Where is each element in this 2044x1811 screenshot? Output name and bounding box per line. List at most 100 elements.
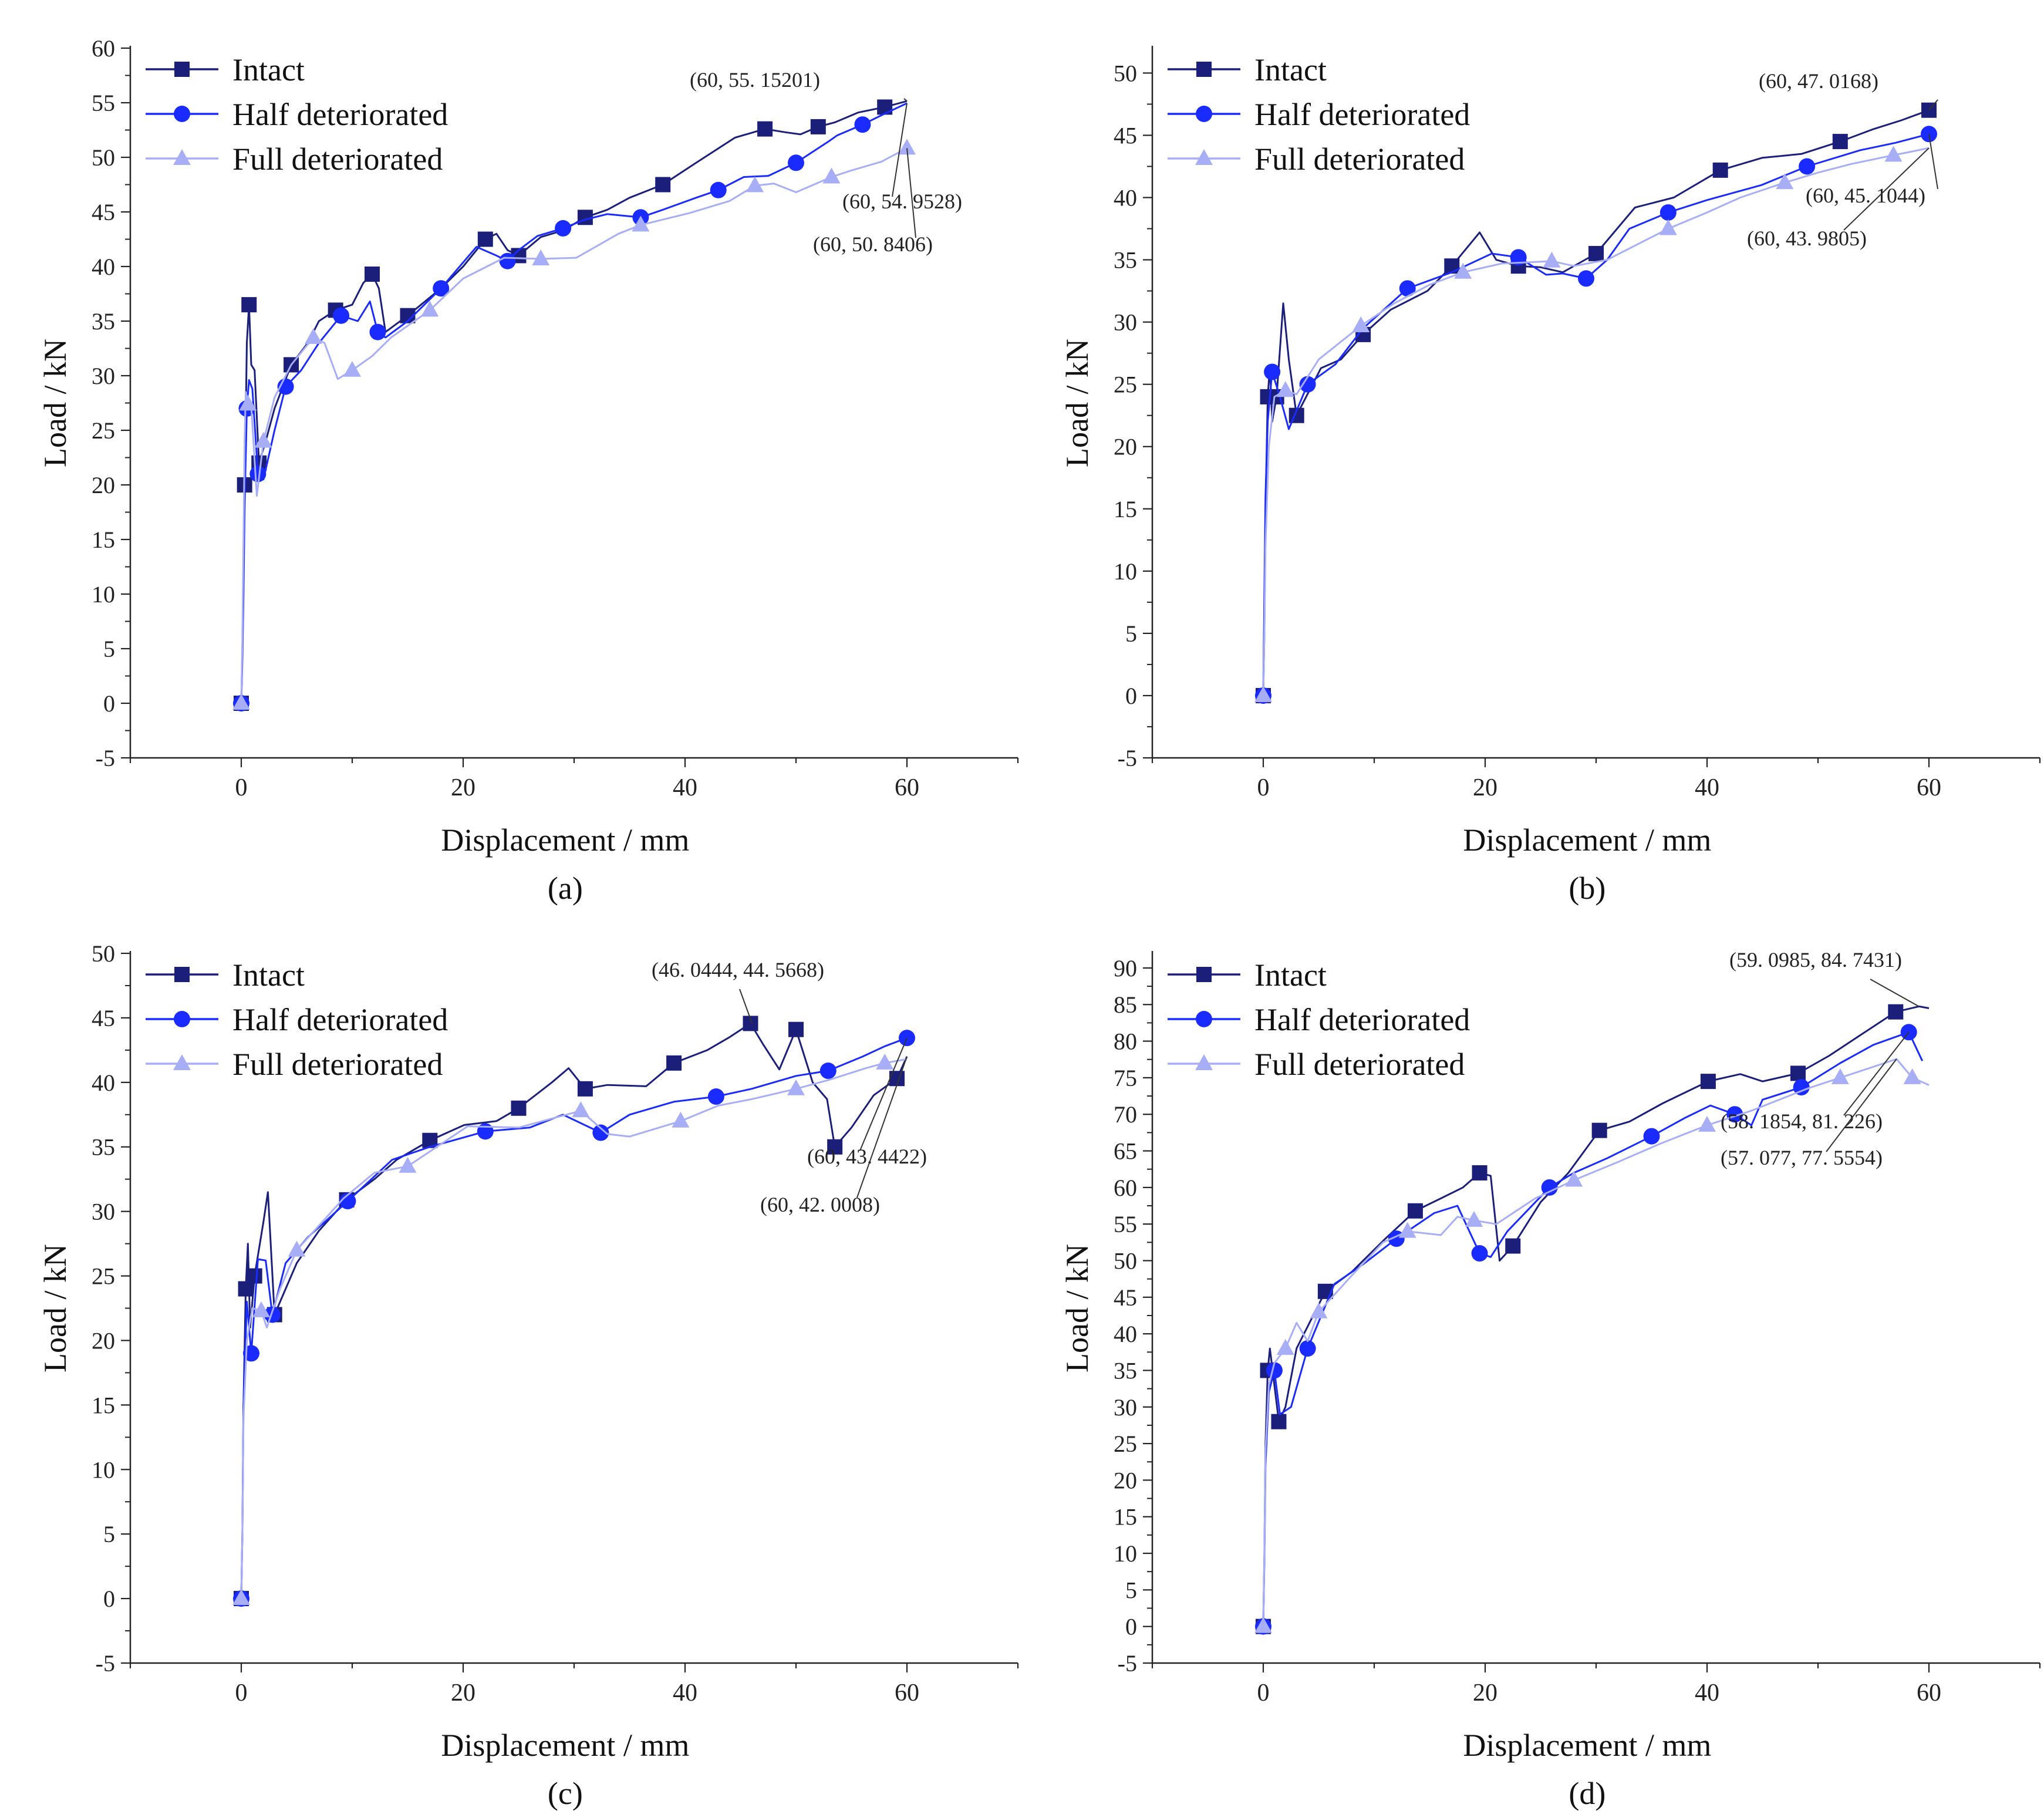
series-line [1262, 133, 1930, 696]
annotation-leader [903, 98, 908, 102]
data-point-marker [1310, 1302, 1328, 1318]
data-point-marker [1712, 162, 1728, 178]
series-intact [234, 99, 908, 711]
chart-svg: -5 0 5 10 15 20 25 30 35 40 45 50 55 60 0 20 40 60 Displac… [38, 35, 1019, 906]
data-point-marker [1299, 376, 1316, 393]
data-point-marker [1254, 1617, 1272, 1633]
series-line [240, 1037, 908, 1599]
y-tick-label: 25 [92, 1263, 115, 1290]
data-point-marker [746, 176, 764, 193]
data-point-marker [1698, 1115, 1716, 1132]
y-axis-title: Load / kN [38, 1244, 73, 1372]
panel-caption: (d) [1569, 1776, 1605, 1811]
annotation-label: (60, 54. 9528) [842, 190, 962, 213]
axes: -5 0 5 10 15 20 25 30 35 40 45 50 0 20 40 60 Displacemen… [38, 940, 1019, 1763]
data-point-marker [254, 431, 272, 448]
y-axis-title: Load / kN [38, 339, 73, 467]
series-half-deteriorated [233, 1030, 915, 1607]
y-tick-label: 45 [1114, 1284, 1137, 1311]
legend-marker [1196, 1011, 1212, 1027]
legend-label: Full deteriorated [1254, 141, 1465, 177]
legend-item: Full deteriorated [1168, 1047, 1465, 1082]
data-point-marker [672, 1111, 690, 1128]
legend-item: Half deteriorated [146, 97, 448, 132]
data-point-marker [249, 466, 267, 483]
legend-label: Half deteriorated [1254, 97, 1470, 132]
annotation-leader [739, 989, 753, 1024]
x-axis-title: Displacement / mm [1463, 1728, 1711, 1763]
data-point-marker [288, 1240, 306, 1257]
legend-label: Intact [1254, 52, 1327, 87]
y-tick-label: 50 [1114, 60, 1137, 86]
data-point-marker [1352, 316, 1370, 332]
y-tick-label: 30 [92, 1199, 115, 1225]
y-tick-label: 10 [92, 1456, 115, 1483]
data-point-marker [788, 154, 804, 171]
y-tick-label: 55 [92, 90, 115, 116]
y-tick-label: 45 [1114, 122, 1137, 149]
data-point-marker [655, 177, 671, 193]
data-point-marker [1472, 1165, 1488, 1181]
legend-item: Full deteriorated [146, 1047, 443, 1082]
legend-marker [1196, 967, 1212, 982]
annotation-leader [859, 1037, 908, 1151]
data-point-marker [1903, 1068, 1921, 1084]
x-tick-label: 20 [451, 1680, 475, 1707]
y-tick-label: 5 [103, 1521, 115, 1547]
x-tick-label: 0 [1257, 774, 1270, 801]
data-point-marker [710, 181, 727, 198]
data-point-marker [707, 1088, 724, 1105]
data-point-marker [787, 1079, 805, 1095]
legend-marker [1195, 1054, 1213, 1070]
data-point-marker [1510, 249, 1527, 266]
annotation-label: (60, 47. 0168) [1759, 69, 1878, 93]
y-tick-label: -5 [96, 1650, 115, 1677]
series-full-deteriorated [232, 1053, 908, 1606]
x-axis-title: Displacement / mm [441, 822, 689, 858]
legend: Intact Half deteriorated Full deteriorated [1168, 52, 1470, 177]
series-line [240, 1058, 908, 1599]
y-tick-label: 25 [1114, 1431, 1137, 1457]
y-tick-label: 30 [1114, 309, 1137, 336]
y-tick-label: -5 [1118, 1650, 1137, 1677]
y-tick-label: 5 [103, 636, 115, 662]
y-tick-label: 45 [92, 199, 115, 225]
annotation-label: (60, 43. 4422) [807, 1145, 927, 1168]
data-point-marker [877, 99, 893, 115]
data-point-marker [304, 328, 322, 344]
data-point-marker [1465, 1210, 1483, 1227]
series-line [240, 102, 908, 704]
data-point-marker [1444, 258, 1460, 274]
y-tick-label: 70 [1114, 1101, 1137, 1128]
series-group [1254, 1004, 1930, 1635]
y-tick-label: 30 [92, 363, 115, 389]
x-tick-label: 60 [1917, 1680, 1941, 1707]
data-point-marker [1454, 262, 1472, 279]
y-tick-label: 15 [92, 1392, 115, 1418]
annotation-leader [1826, 1058, 1897, 1152]
y-tick-label: 35 [1114, 1357, 1137, 1384]
x-axis-title: Displacement / mm [1463, 822, 1711, 858]
series-group [1254, 102, 1937, 704]
data-point-marker [592, 1124, 609, 1141]
data-point-marker [1643, 1128, 1660, 1145]
x-tick-label: 60 [895, 774, 919, 801]
annotation-label: (60, 55. 15201) [690, 68, 820, 92]
data-point-marker [827, 1139, 843, 1155]
annotation-label: (57. 077, 77. 5554) [1721, 1146, 1883, 1169]
y-tick-label: 60 [92, 35, 115, 62]
data-point-marker [1831, 1068, 1849, 1084]
series-half-deteriorated [233, 102, 908, 711]
data-point-marker [1790, 1065, 1806, 1081]
data-point-marker [232, 1589, 250, 1606]
annotation-leader [1843, 147, 1930, 231]
annotation-label: (60, 45. 1044) [1806, 184, 1925, 207]
data-point-marker [898, 139, 916, 155]
legend-item: Intact [146, 52, 305, 87]
x-tick-label: 60 [1917, 774, 1941, 801]
y-tick-label: 5 [1125, 620, 1137, 647]
data-point-marker [369, 323, 386, 340]
series-group [232, 1016, 915, 1607]
data-point-marker [365, 267, 380, 282]
